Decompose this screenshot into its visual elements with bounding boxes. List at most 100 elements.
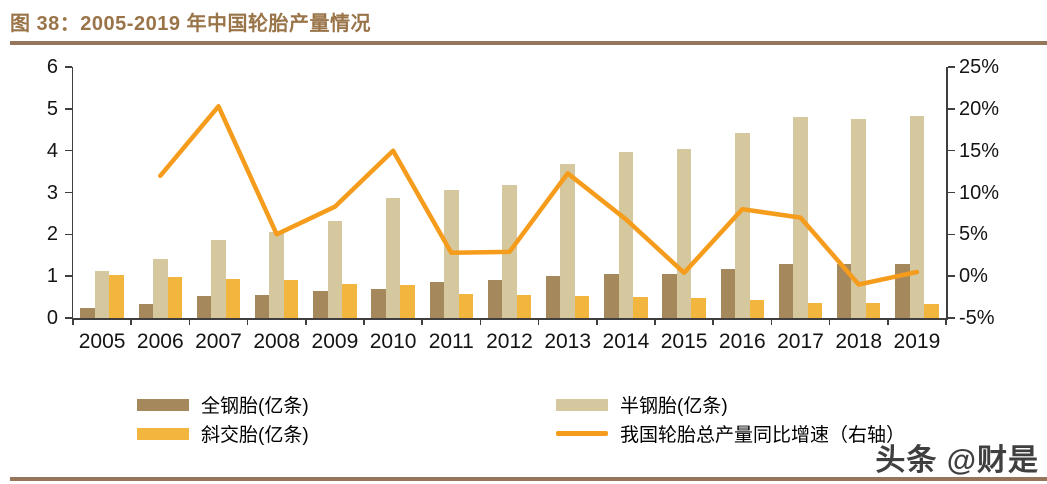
bar-全钢胎(亿条)-2010 — [371, 289, 386, 318]
y-axis-right-line — [946, 67, 948, 320]
bar-斜交胎(亿条)-2016 — [749, 300, 765, 318]
footer-rule — [10, 477, 1047, 481]
x-axis-tick — [654, 319, 656, 325]
x-axis-tick — [537, 319, 540, 325]
legend-label-full-steel: 全钢胎(亿条) — [201, 396, 309, 417]
chart-title: 图 38：2005-2019 年中国轮胎产量情况 — [10, 13, 372, 35]
bar-半钢胎(亿条)-2019 — [909, 115, 925, 318]
x-axis-tick — [246, 319, 249, 325]
bar-斜交胎(亿条)-2009 — [342, 283, 357, 318]
x-axis-year-label: 2005 — [78, 330, 126, 353]
y-axis-left-tick — [65, 317, 72, 319]
plot-area — [73, 67, 946, 318]
y-axis-right-tick — [947, 149, 955, 152]
y-axis-left-tick-label: 5 — [46, 97, 58, 120]
bar-半钢胎(亿条)-2010 — [385, 197, 401, 318]
bar-半钢胎(亿条)-2018 — [851, 118, 866, 318]
y-axis-left-tick-label: 3 — [46, 181, 58, 204]
bar-半钢胎(亿条)-2009 — [327, 221, 343, 318]
bar-斜交胎(亿条)-2011 — [458, 293, 474, 318]
x-axis-tick — [945, 319, 947, 325]
title-underline-rule — [10, 41, 1047, 45]
bar-半钢胎(亿条)-2005 — [94, 270, 110, 318]
bar-全钢胎(亿条)-2011 — [429, 282, 445, 318]
y-axis-right-tick-label: 0% — [959, 265, 988, 288]
y-axis-left-tick — [65, 191, 72, 194]
x-axis-tick — [712, 319, 714, 325]
x-axis-tick — [188, 319, 191, 325]
x-axis-year-label: 2008 — [253, 330, 301, 353]
y-axis-left-tick-label: 1 — [46, 265, 58, 288]
x-axis-year-label: 2016 — [718, 330, 766, 353]
bar-半钢胎(亿条)-2014 — [618, 151, 634, 318]
x-axis-year-label: 2013 — [544, 330, 592, 353]
x-axis-line — [71, 318, 948, 320]
bar-全钢胎(亿条)-2014 — [604, 273, 619, 318]
legend-item-bias: 斜交胎(亿条) — [137, 420, 309, 447]
semi-steel-swatch-icon — [556, 398, 608, 411]
y-axis-right-tick-label: -5% — [959, 307, 995, 329]
x-axis-year-label: 2019 — [893, 330, 941, 353]
bar-斜交胎(亿条)-2012 — [516, 295, 532, 318]
growth-rate-line — [158, 104, 920, 287]
legend-item-semi-steel: 半钢胎(亿条) — [556, 391, 728, 418]
x-axis-tick — [770, 319, 773, 325]
y-axis-right-tick — [947, 317, 955, 319]
y-axis-right-tick-label: 20% — [959, 97, 1000, 120]
x-axis-tick — [479, 319, 482, 325]
bar-半钢胎(亿条)-2006 — [153, 258, 168, 318]
x-axis-year-label: 2006 — [136, 330, 184, 353]
x-axis-year-label: 2012 — [486, 330, 533, 353]
bar-半钢胎(亿条)-2007 — [211, 240, 226, 318]
bar-全钢胎(亿条)-2013 — [545, 276, 561, 318]
bar-半钢胎(亿条)-2008 — [269, 231, 284, 318]
y-axis-right-tick-label: 10% — [959, 181, 1000, 204]
x-axis-year-label: 2015 — [660, 330, 708, 353]
y-axis-right-tick-label: 15% — [959, 139, 1000, 162]
x-axis-tick — [72, 319, 74, 325]
bar-斜交胎(亿条)-2006 — [167, 277, 183, 318]
bar-斜交胎(亿条)-2019 — [924, 304, 939, 318]
x-axis-tick — [828, 319, 831, 325]
bar-斜交胎(亿条)-2013 — [574, 296, 590, 318]
bar-半钢胎(亿条)-2013 — [560, 163, 575, 318]
bar-斜交胎(亿条)-2005 — [109, 274, 124, 318]
legend-label-semi-steel: 半钢胎(亿条) — [620, 396, 728, 417]
y-axis-left-line — [71, 67, 73, 320]
y-axis-right-tick — [947, 275, 955, 277]
y-axis-right-tick — [947, 191, 955, 194]
y-axis-left-tick-label: 0 — [46, 307, 58, 329]
x-axis-year-label: 2009 — [311, 330, 359, 353]
y-axis-left-tick-label: 6 — [46, 56, 58, 78]
y-axis-right-tick — [947, 108, 955, 110]
bar-斜交胎(亿条)-2010 — [400, 285, 415, 318]
x-axis-year-label: 2018 — [835, 330, 883, 353]
legend-label-growth-line: 我国轮胎总产量同比增速（右轴） — [620, 425, 906, 446]
growth-line-swatch-icon — [556, 431, 608, 436]
y-axis-left-tick-label: 4 — [46, 139, 58, 162]
bar-斜交胎(亿条)-2008 — [283, 280, 299, 318]
x-axis-tick — [130, 319, 132, 325]
bias-swatch-icon — [137, 427, 189, 440]
y-axis-left-tick-label: 2 — [46, 223, 58, 246]
y-axis-left-tick — [65, 149, 72, 152]
legend-label-bias: 斜交胎(亿条) — [201, 425, 309, 446]
bar-斜交胎(亿条)-2017 — [807, 302, 823, 318]
x-axis-tick — [363, 319, 365, 325]
x-axis-tick — [421, 319, 423, 325]
x-axis-tick — [305, 319, 307, 325]
bar-全钢胎(亿条)-2018 — [836, 263, 852, 318]
x-axis-year-label: 2011 — [428, 330, 474, 353]
bar-全钢胎(亿条)-2016 — [720, 269, 736, 318]
y-axis-left-tick — [65, 233, 72, 236]
y-axis-right-tick — [947, 233, 955, 236]
bar-全钢胎(亿条)-2007 — [196, 296, 212, 318]
x-axis-tick — [887, 319, 889, 325]
bar-全钢胎(亿条)-2017 — [778, 264, 794, 318]
y-axis-right-tick-label: 5% — [959, 223, 988, 246]
growth-rate-line-layer — [158, 104, 920, 287]
full-steel-swatch-icon — [137, 398, 189, 411]
legend-item-growth-line: 我国轮胎总产量同比增速（右轴） — [556, 420, 905, 447]
bar-斜交胎(亿条)-2007 — [225, 279, 241, 318]
